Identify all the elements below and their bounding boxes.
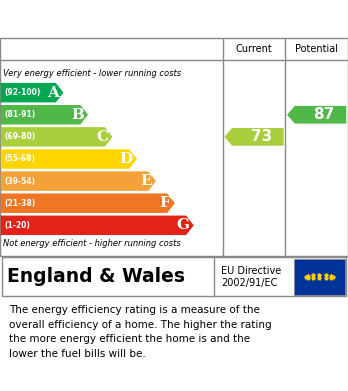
Text: England & Wales: England & Wales bbox=[7, 267, 185, 286]
Text: C: C bbox=[96, 130, 108, 144]
Text: Energy Efficiency Rating: Energy Efficiency Rating bbox=[9, 10, 249, 28]
Text: 87: 87 bbox=[313, 107, 335, 122]
Polygon shape bbox=[1, 149, 137, 169]
Polygon shape bbox=[1, 83, 63, 102]
Text: E: E bbox=[140, 174, 152, 188]
Polygon shape bbox=[224, 128, 284, 146]
Polygon shape bbox=[1, 105, 88, 124]
Text: Potential: Potential bbox=[295, 44, 338, 54]
Text: (92-100): (92-100) bbox=[4, 88, 41, 97]
Text: 73: 73 bbox=[251, 129, 272, 144]
Text: (81-91): (81-91) bbox=[4, 110, 35, 119]
Text: (39-54): (39-54) bbox=[4, 177, 35, 186]
Polygon shape bbox=[287, 106, 346, 124]
Polygon shape bbox=[1, 215, 194, 235]
Text: (1-20): (1-20) bbox=[4, 221, 30, 230]
Polygon shape bbox=[1, 171, 156, 191]
Text: D: D bbox=[120, 152, 133, 166]
Polygon shape bbox=[1, 127, 112, 147]
Text: EU Directive: EU Directive bbox=[221, 266, 281, 276]
Polygon shape bbox=[1, 194, 175, 213]
Text: Current: Current bbox=[236, 44, 272, 54]
Text: Very energy efficient - lower running costs: Very energy efficient - lower running co… bbox=[3, 68, 182, 77]
Bar bbox=[294, 259, 345, 295]
Text: The energy efficiency rating is a measure of the
overall efficiency of a home. T: The energy efficiency rating is a measur… bbox=[9, 305, 271, 359]
Text: (21-38): (21-38) bbox=[4, 199, 35, 208]
Text: G: G bbox=[176, 218, 190, 232]
Text: (69-80): (69-80) bbox=[4, 133, 35, 142]
Text: Not energy efficient - higher running costs: Not energy efficient - higher running co… bbox=[3, 239, 181, 248]
Text: 2002/91/EC: 2002/91/EC bbox=[221, 278, 277, 288]
Text: (55-68): (55-68) bbox=[4, 154, 35, 163]
Text: B: B bbox=[71, 108, 84, 122]
Text: A: A bbox=[47, 86, 59, 100]
Text: F: F bbox=[160, 196, 171, 210]
